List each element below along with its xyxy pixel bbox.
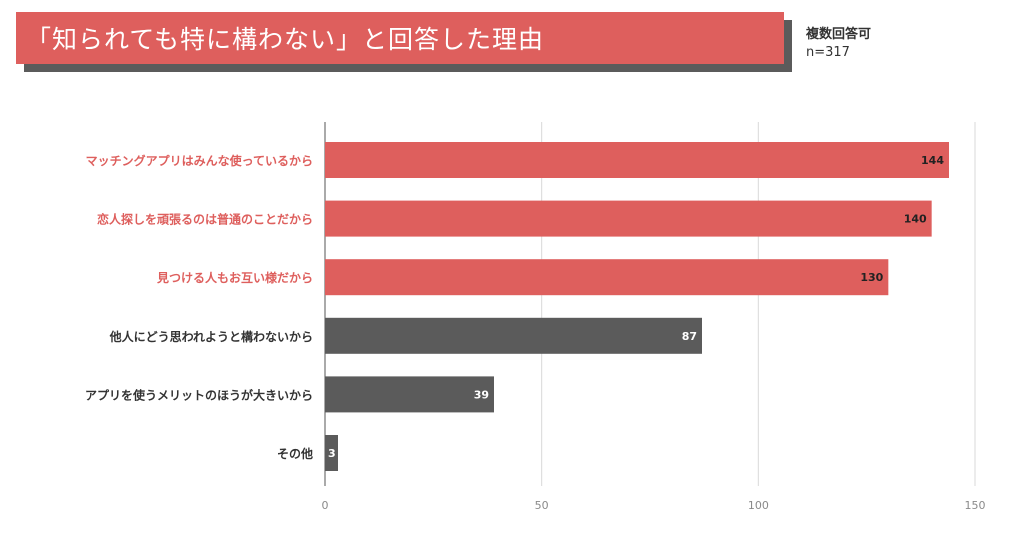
sample-note: 複数回答可 n=317 (806, 26, 871, 62)
x-tick-label: 100 (748, 499, 769, 512)
grid-lines (324, 122, 976, 486)
bar (325, 376, 494, 413)
bar-value-label: 87 (682, 330, 697, 343)
bar (325, 142, 949, 178)
category-labels: マッチングアプリはみんな使っているから恋人探しを頑張るのは普通のことだから見つけ… (85, 153, 313, 461)
category-label: マッチングアプリはみんな使っているから (86, 153, 313, 168)
x-tick-label: 0 (322, 499, 329, 512)
bar-value-label: 39 (474, 388, 489, 401)
bar-value-label: 130 (860, 271, 883, 284)
x-axis-ticks: 0 50 100 150 (322, 499, 986, 512)
bar-value-label: 140 (904, 213, 927, 226)
title-banner: 「知られても特に構わない」と回答した理由 (16, 12, 784, 64)
category-label: 恋人探しを頑張るのは普通のことだから (97, 212, 313, 227)
bar (325, 435, 338, 471)
chart-title: 「知られても特に構わない」と回答した理由 (26, 25, 545, 54)
multiple-answer-note: 複数回答可 (806, 27, 872, 42)
bar (325, 259, 889, 296)
bar-value-label: 3 (328, 447, 336, 460)
category-label: アプリを使うメリットのほうが大きいから (85, 387, 313, 402)
x-tick-label: 150 (965, 499, 986, 512)
category-label: 見つける人もお互い様だから (156, 270, 313, 285)
bars: 144 140 130 87 39 3 (325, 142, 949, 471)
bar (325, 200, 932, 237)
bar-value-label: 144 (921, 154, 944, 167)
sample-size: n=317 (806, 45, 850, 60)
x-tick-label: 50 (535, 499, 549, 512)
category-label: 他人にどう思われようと構わないから (109, 329, 313, 344)
bar (325, 317, 702, 354)
category-label: その他 (277, 446, 313, 461)
